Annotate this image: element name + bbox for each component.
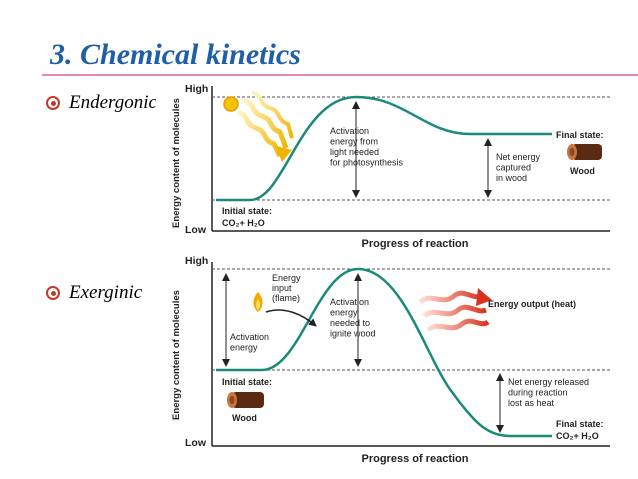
y-axis-label: Energy content of molecules (171, 290, 182, 420)
final-state-label: Final state: (556, 130, 604, 140)
high-label: High (185, 83, 208, 95)
heat-waves-icon (418, 288, 492, 333)
net-energy-text: Net energy released during reaction lost… (508, 377, 592, 408)
final-state-label: Final state: (556, 419, 604, 429)
energy-output-text: Energy output (heat) (488, 299, 576, 309)
energy-curve (216, 95, 552, 202)
wood-log-icon (567, 144, 602, 160)
bullet-text: Endergonic (69, 92, 157, 113)
bullet-exergonic: Exerginic (46, 282, 142, 304)
energy-input-text: Energy input (flame) (272, 273, 303, 303)
initial-state-label: Initial state: (222, 377, 272, 387)
title-divider (42, 74, 638, 76)
endergonic-diagram: Energy content of molecules High Low Pro… (171, 83, 610, 250)
exergonic-diagram: Energy content of molecules High Low Pro… (171, 255, 610, 465)
y-axis-label: Energy content of molecules (171, 98, 182, 228)
activation-text: Activation energy from light needed for … (330, 126, 404, 168)
flame-icon (253, 292, 263, 312)
activation-left-text: Activation energy (230, 332, 272, 353)
energy-curve (216, 267, 552, 438)
wood-log-icon (227, 392, 264, 408)
initial-state-label: Initial state: (222, 206, 272, 216)
bullet-endergonic: Endergonic (46, 92, 157, 114)
final-item-label: Wood (570, 166, 595, 176)
final-formula: CO₂+ H₂O (556, 431, 599, 441)
input-arrow (265, 309, 317, 327)
activation-center-text: Activation energy needed to ignite wood (330, 297, 376, 339)
x-axis-label: Progress of reaction (362, 453, 469, 465)
net-energy-text: Net energy captured in wood (496, 152, 543, 183)
high-label: High (185, 255, 208, 267)
initial-item-label: Wood (232, 413, 257, 423)
sun-icon (223, 96, 239, 112)
light-rays-icon (237, 90, 294, 162)
bullet-text: Exerginic (69, 282, 143, 303)
x-axis-label: Progress of reaction (362, 238, 469, 250)
slide-title: 3. Chemical kinetics (50, 38, 301, 71)
low-label: Low (185, 224, 207, 236)
low-label: Low (185, 437, 207, 449)
bullet-marker-icon (46, 286, 60, 300)
bullet-marker-icon (46, 96, 60, 110)
initial-formula: CO₂+ H₂O (222, 218, 265, 228)
